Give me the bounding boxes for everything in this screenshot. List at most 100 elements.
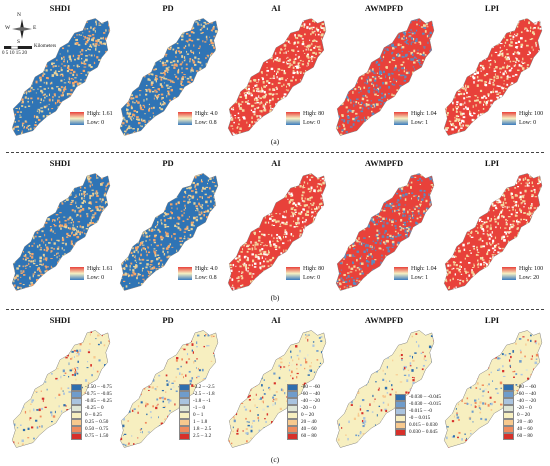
legend-class-label: -0.015 – -0 xyxy=(409,408,432,414)
panel-title-shdi: SHDI xyxy=(49,3,71,13)
legend-class-label: -60 – -40 xyxy=(301,391,321,397)
legend-low-label: Low: 0.8 xyxy=(195,275,217,281)
panel-title-ai: AI xyxy=(271,3,281,13)
legend-low-label: Low: 0 xyxy=(303,275,321,281)
map-lpi-1 xyxy=(443,173,543,291)
panel-title-pd: PD xyxy=(162,3,174,13)
compass-n: N xyxy=(17,12,21,18)
legend-high-label: High: 1.04 xyxy=(411,111,437,117)
legend-gradient xyxy=(394,112,408,125)
map-pd-0 xyxy=(119,18,219,136)
map-lpi-2 xyxy=(443,330,543,448)
caption-0: (a) xyxy=(270,137,280,146)
map-shdi-1 xyxy=(11,173,111,291)
legend-class-label: -3.2 – -2.5 xyxy=(193,384,215,390)
map-awmpfd-2 xyxy=(335,330,435,448)
legend-class-label: 0.030 – 0.045 xyxy=(409,429,438,435)
legend-low-label: Low: 1 xyxy=(411,120,429,126)
legend-low-label: Low: 20 xyxy=(519,275,540,281)
map-shdi-2 xyxy=(11,330,111,448)
panel-title-lpi: LPI xyxy=(484,315,500,325)
legend-class-label: 2.5 – 3.2 xyxy=(193,433,212,439)
legend-class-label: -60 – -40 xyxy=(517,391,537,397)
legend-class-label: 0 – 1 xyxy=(193,412,204,418)
panel-title-awmpfd: AWMPFD xyxy=(364,315,404,325)
legend-high-label: High: 100 xyxy=(519,266,544,272)
legend-class-label: 0.25 – 0.50 xyxy=(85,419,109,425)
legend-class-label: -0.030 – -0.015 xyxy=(409,401,441,407)
panel-title-awmpfd: AWMPFD xyxy=(364,158,404,168)
legend-low-label: Low: 1 xyxy=(411,275,429,281)
legend-gradient xyxy=(178,267,192,280)
panel-title-awmpfd: AWMPFD xyxy=(364,3,404,13)
compass-w: W xyxy=(5,25,11,31)
class-legend-shdi: -1.50 – -0.75 -0.75 – -0.05 -0.05 – -0.25-… xyxy=(71,383,112,441)
panel-title-shdi: SHDI xyxy=(49,315,71,325)
legend-high-label: High: 4.0 xyxy=(195,111,218,117)
section-separator xyxy=(6,309,544,310)
panel-title-ai: AI xyxy=(271,158,281,168)
scale-ticks: 0 5 10 15 20 xyxy=(2,51,27,56)
compass-e: E xyxy=(33,25,37,31)
legend-class-row: 2.5 – 3.2 xyxy=(179,432,215,441)
legend-gradient xyxy=(178,112,192,125)
panel-title-shdi: SHDI xyxy=(49,158,71,168)
legend-class-label: 0 – 0.25 xyxy=(85,412,102,418)
legend-swatch xyxy=(71,432,82,441)
legend-class-label: -0.030 – -0.045 xyxy=(409,394,441,400)
compass-s: S xyxy=(17,39,21,45)
map-ai-1 xyxy=(227,173,327,291)
legend-gradient xyxy=(394,267,408,280)
legend-class-label: 60 – 80 xyxy=(517,433,533,439)
legend-high-label: High: 1.61 xyxy=(87,111,113,117)
legend-class-label: -80 – -60 xyxy=(517,384,537,390)
legend-class-label: -20 – 0 xyxy=(517,405,532,411)
scale-bar xyxy=(4,46,32,50)
legend-class-label: 1.8 – 2.5 xyxy=(193,426,212,432)
legend-low-label: Low: 0.8 xyxy=(195,120,217,126)
legend-class-label: 0 – 20 xyxy=(517,412,530,418)
legend-class-label: -20 – 0 xyxy=(301,405,316,411)
legend-swatch xyxy=(287,432,298,441)
legend-high-label: High: 4.0 xyxy=(195,266,218,272)
legend-swatch xyxy=(395,428,406,437)
legend-class-label: -0 – 0.015 xyxy=(409,415,431,421)
legend-low-label: Low: 0 xyxy=(519,120,537,126)
legend-high-label: High: 1.61 xyxy=(87,266,113,272)
map-awmpfd-0 xyxy=(335,18,435,136)
section-separator xyxy=(6,152,544,153)
legend-class-label: 1 – 1.8 xyxy=(193,419,208,425)
legend-high-label: High: 100 xyxy=(519,111,544,117)
legend-class-row: 0.75 – 1.50 xyxy=(71,432,112,441)
legend-class-label: -1 – 0 xyxy=(193,405,206,411)
legend-gradient xyxy=(502,267,516,280)
map-ai-0 xyxy=(227,18,327,136)
legend-class-label: 60 – 80 xyxy=(301,433,317,439)
legend-class-label: -1.50 – -0.75 xyxy=(85,384,112,390)
legend-swatch xyxy=(503,432,514,441)
legend-low-label: Low: 0 xyxy=(303,120,321,126)
legend-class-label: 40 – 60 xyxy=(517,426,533,432)
map-shdi-0 xyxy=(11,18,111,136)
legend-high-label: High: 80 xyxy=(303,266,325,272)
caption-2: (c) xyxy=(270,455,280,464)
class-legend-awmpfd: -0.030 – -0.045 -0.030 – -0.015 -0.015 – -… xyxy=(395,393,441,437)
legend-class-label: -0.05 – -0.25 xyxy=(85,398,112,404)
panel-title-pd: PD xyxy=(162,315,174,325)
legend-swatch xyxy=(179,432,190,441)
legend-class-label: -2.5 – -1.8 xyxy=(193,391,215,397)
scale-unit: Kilometers xyxy=(34,44,57,49)
legend-class-label: 20 – 40 xyxy=(517,419,533,425)
legend-class-row: 60 – 80 xyxy=(503,432,536,441)
map-ai-2 xyxy=(227,330,327,448)
map-lpi-0 xyxy=(443,18,543,136)
legend-class-label: 0.75 – 1.50 xyxy=(85,433,109,439)
legend-class-label: -0.25 – 0 xyxy=(85,405,104,411)
legend-class-label: 20 – 40 xyxy=(301,419,317,425)
legend-class-label: 0.015 – 0.030 xyxy=(409,422,438,428)
caption-1: (b) xyxy=(270,293,280,302)
panel-title-lpi: LPI xyxy=(484,158,500,168)
legend-gradient xyxy=(502,112,516,125)
